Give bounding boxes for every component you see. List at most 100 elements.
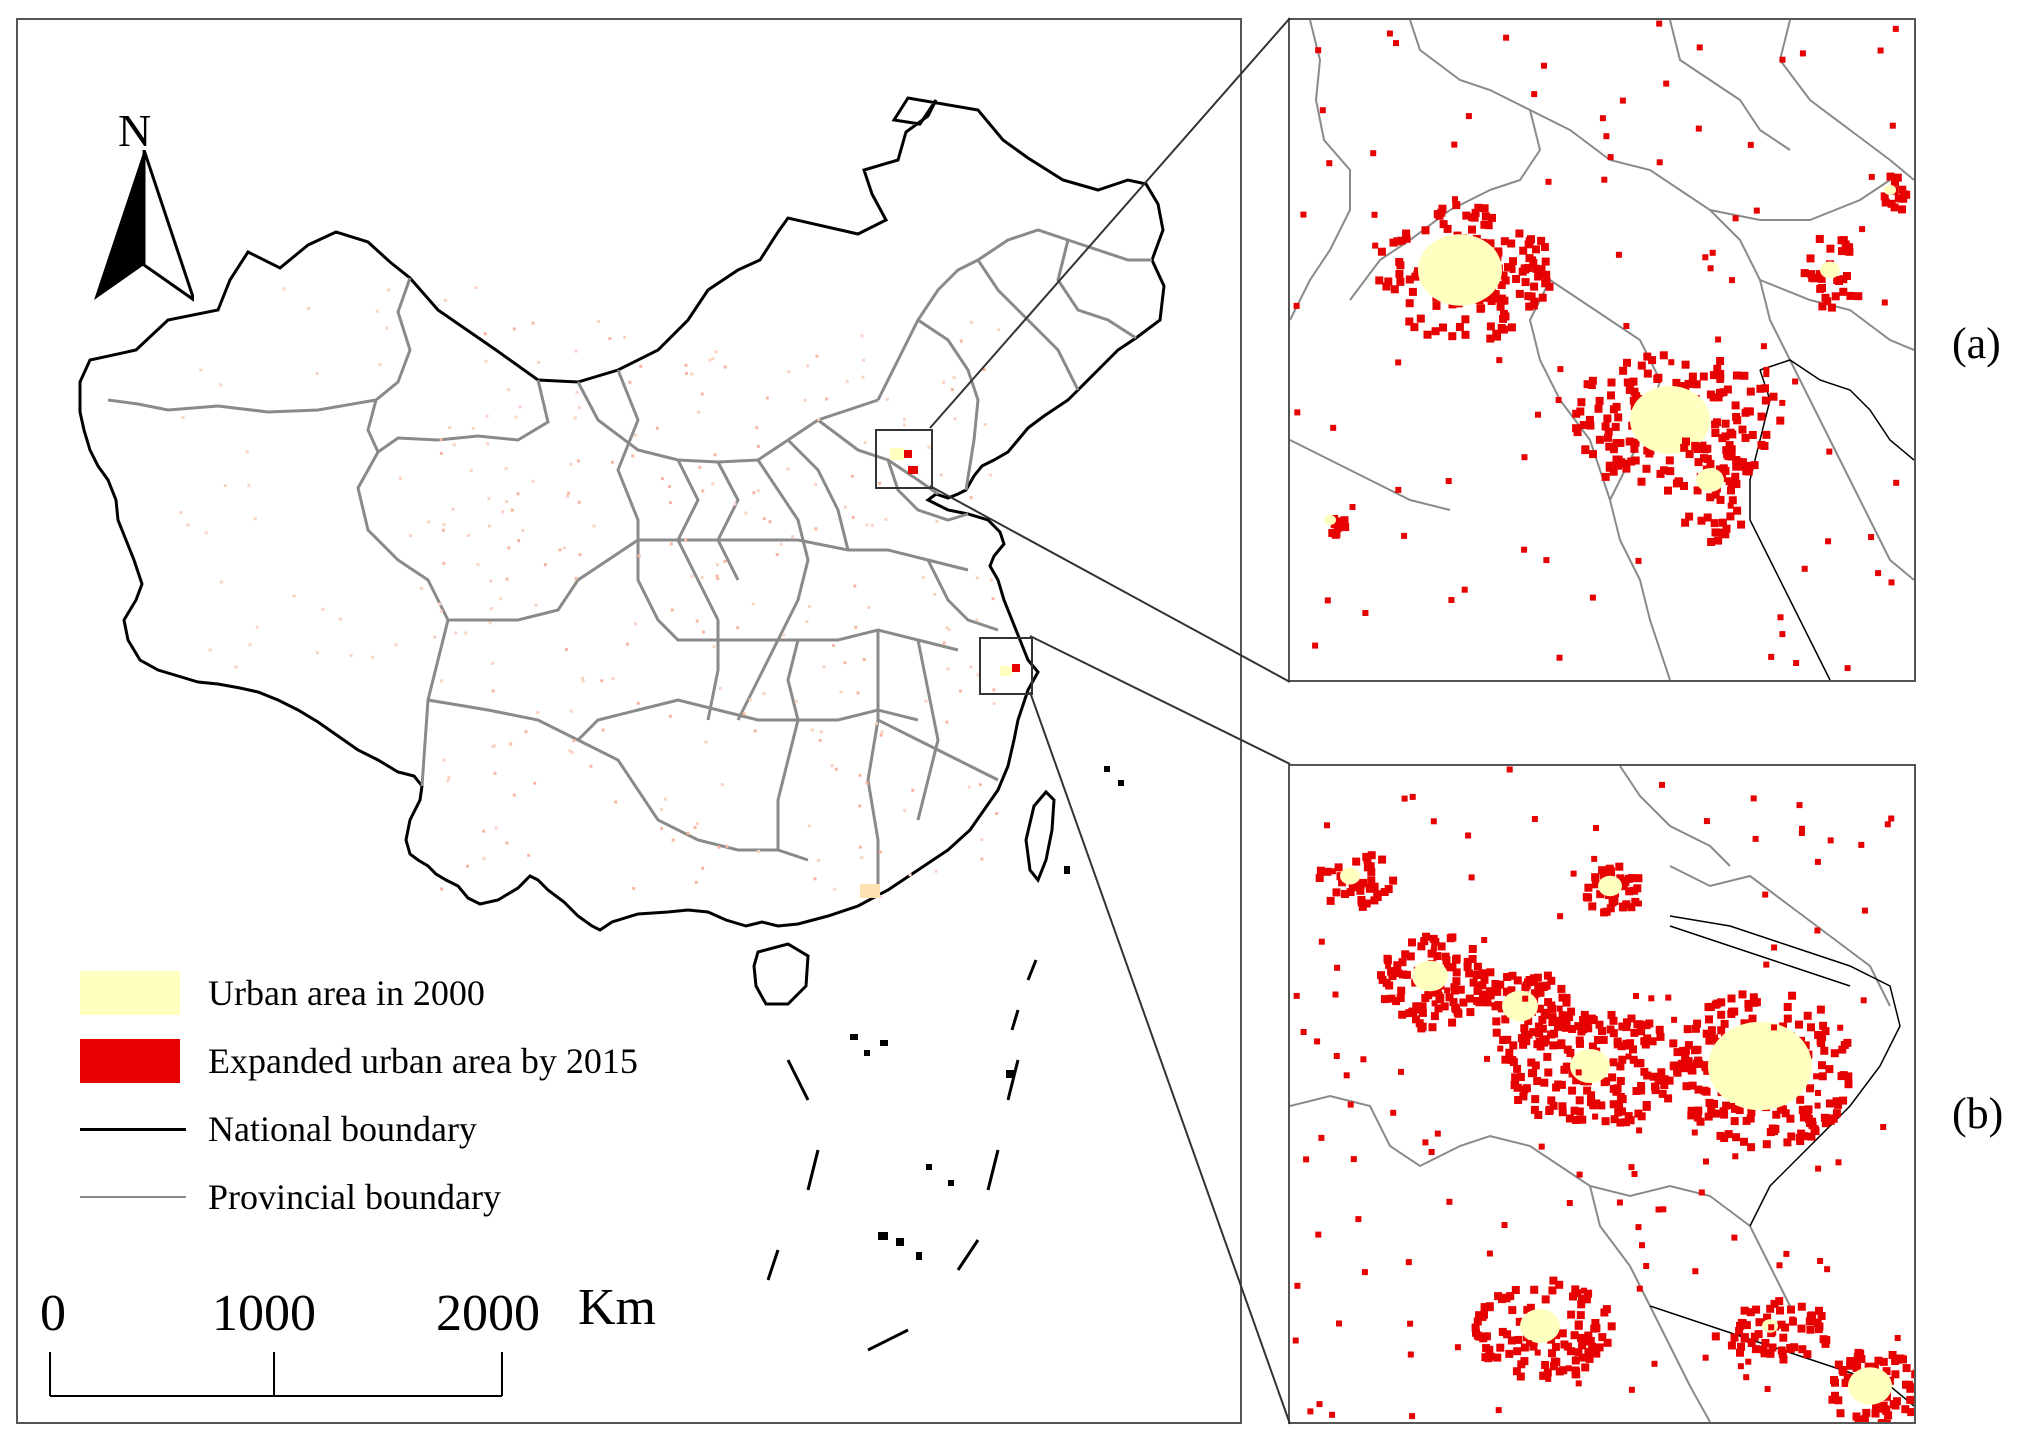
- expanded-urban-cell: [1608, 1073, 1617, 1082]
- expanded-urban-cell: [1636, 1285, 1643, 1292]
- north-arrow-icon: [94, 150, 194, 302]
- urban-speckle: [420, 587, 423, 590]
- urban-speckle: [482, 857, 486, 861]
- expanded-urban-cell: [1762, 1140, 1771, 1149]
- urban-speckle: [983, 423, 987, 427]
- expanded-urban-cell: [1427, 949, 1436, 958]
- legend-text-urban-2000: Urban area in 2000: [208, 973, 485, 1013]
- expanded-urban-cell: [1820, 1113, 1829, 1122]
- expanded-urban-cell: [1844, 665, 1851, 672]
- expanded-urban-cell: [1587, 1091, 1596, 1100]
- expanded-urban-cell: [1761, 396, 1770, 405]
- expanded-urban-cell: [1554, 1080, 1563, 1089]
- urban-speckle: [814, 527, 818, 531]
- expanded-urban-cell: [1683, 1025, 1692, 1034]
- urban-speckle: [452, 443, 456, 447]
- urban-speckle: [775, 553, 779, 556]
- inset-a-extent-box[interactable]: [875, 429, 933, 489]
- expanded-urban-cell: [1543, 557, 1550, 564]
- expanded-urban-cell: [1803, 1112, 1810, 1119]
- expanded-urban-cell: [1589, 594, 1596, 601]
- expanded-urban-cell: [1557, 913, 1564, 920]
- expanded-urban-cell: [1626, 1116, 1635, 1125]
- expanded-urban-cell: [1629, 1055, 1638, 1064]
- expanded-urban-cell: [1514, 1096, 1523, 1104]
- expanded-urban-cell: [1468, 955, 1477, 963]
- expanded-urban-cell: [1535, 1038, 1544, 1046]
- expanded-urban-cell: [1637, 1082, 1646, 1090]
- expanded-urban-cell: [1783, 1138, 1792, 1147]
- urban-speckle: [862, 658, 866, 661]
- expanded-urban-cell: [1548, 1004, 1557, 1013]
- urban-speckle: [858, 804, 862, 808]
- expanded-urban-cell: [1566, 1200, 1573, 1206]
- urban-speckle: [623, 336, 627, 339]
- expanded-urban-cell: [1591, 1319, 1600, 1327]
- expanded-urban-cell: [1769, 392, 1778, 401]
- expanded-urban-cell: [1776, 1262, 1783, 1269]
- expanded-urban-cell: [1357, 896, 1366, 904]
- expanded-urban-cell: [1783, 1014, 1792, 1023]
- expanded-urban-cell: [1663, 80, 1670, 87]
- expanded-urban-cell: [1488, 213, 1496, 222]
- expanded-urban-cell: [1627, 874, 1636, 883]
- expanded-urban-cell: [1705, 1036, 1714, 1045]
- expanded-urban-cell: [1814, 1102, 1821, 1109]
- expanded-urban-cell: [1511, 1286, 1520, 1294]
- expanded-urban-cell: [1697, 516, 1706, 525]
- expanded-urban-cell: [1641, 1040, 1650, 1049]
- expanded-urban-cell: [1516, 1073, 1525, 1081]
- urban-speckle: [427, 520, 431, 524]
- expanded-urban-cell: [1716, 388, 1724, 397]
- urban-speckle: [574, 577, 578, 581]
- urban-speckle: [978, 783, 982, 787]
- urban-speckle: [608, 337, 612, 341]
- expanded-urban-cell: [1575, 1380, 1582, 1387]
- expanded-urban-cell: [1391, 967, 1400, 975]
- expanded-urban-cell: [1480, 204, 1489, 213]
- urban-speckle: [512, 793, 516, 797]
- urban-speckle: [860, 334, 864, 338]
- urban-speckle: [504, 467, 508, 471]
- expanded-urban-cell: [1801, 565, 1808, 572]
- expanded-urban-cell: [1890, 203, 1899, 212]
- expanded-urban-cell: [1619, 366, 1628, 375]
- expanded-urban-cell: [1630, 1028, 1639, 1037]
- expanded-urban-cell: [1904, 1380, 1913, 1389]
- expanded-urban-cell: [1672, 378, 1681, 387]
- expanded-urban-cell: [1480, 220, 1489, 229]
- expanded-urban-cell: [1593, 825, 1599, 831]
- expanded-urban-cell: [1520, 1024, 1529, 1033]
- expanded-urban-cell: [1527, 1058, 1536, 1067]
- expanded-urban-cell: [1473, 996, 1482, 1005]
- expanded-urban-cell: [1747, 1339, 1756, 1347]
- expanded-urban-cell: [1503, 1035, 1512, 1044]
- urban-speckle: [814, 482, 818, 486]
- expanded-urban-cell: [1410, 323, 1419, 332]
- expanded-urban-cell: [1693, 1019, 1702, 1028]
- urban-speckle: [825, 397, 829, 401]
- legend-urban-2000: Urban area in 2000: [80, 968, 485, 1018]
- expanded-urban-cell: [1625, 1053, 1632, 1060]
- expanded-urban-cell: [1486, 239, 1495, 248]
- expanded-urban-cell: [1511, 1073, 1520, 1082]
- urban-speckle: [409, 534, 412, 538]
- expanded-urban-cell: [1535, 1029, 1544, 1038]
- expanded-urban-cell: [1598, 1333, 1607, 1342]
- expanded-urban-cell: [1723, 385, 1732, 394]
- expanded-urban-cell: [1555, 397, 1562, 403]
- expanded-urban-cell: [1348, 883, 1357, 892]
- expanded-urban-cell: [1530, 1105, 1539, 1114]
- expanded-urban-cell: [1481, 212, 1490, 221]
- urban-speckle: [501, 510, 505, 514]
- expanded-urban-cell: [1471, 1323, 1480, 1332]
- urban-speckle: [600, 679, 604, 683]
- expanded-urban-cell: [1752, 1305, 1761, 1314]
- expanded-urban-cell: [1798, 1345, 1807, 1354]
- expanded-urban-cell: [1874, 1401, 1883, 1410]
- expanded-urban-cell: [1760, 343, 1767, 350]
- expanded-urban-cell: [1886, 172, 1895, 181]
- expanded-urban-cell: [1433, 210, 1442, 219]
- expanded-urban-cell: [1336, 1320, 1342, 1327]
- inset-a-map: [1290, 20, 1914, 680]
